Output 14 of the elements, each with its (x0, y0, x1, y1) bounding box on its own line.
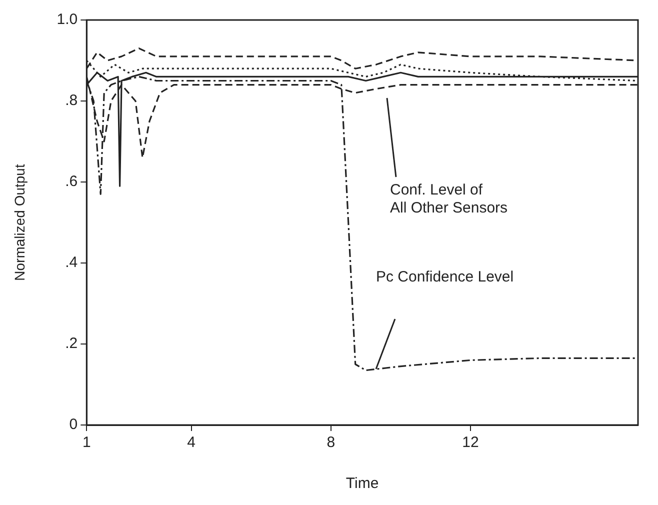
y-tick-label: 1.0 (56, 11, 78, 28)
x-tick-label: 8 (326, 434, 336, 452)
y-tick-label: 0 (69, 416, 78, 434)
y-tick-label: .8 (65, 92, 78, 110)
x-axis-title: Time (346, 475, 379, 492)
y-axis-title: Normalized Output (11, 164, 28, 281)
x-tick-label: 12 (462, 434, 479, 452)
y-tick-label: .6 (65, 173, 78, 190)
x-tick-label: 1 (82, 434, 91, 452)
y-tick-label: .4 (65, 254, 78, 272)
y-tick-label: .2 (65, 335, 78, 352)
annotation: Pc Confidence Level (376, 268, 514, 286)
x-tick-label: 4 (187, 434, 196, 452)
annotation: Conf. Level of All Other Sensors (390, 182, 508, 217)
